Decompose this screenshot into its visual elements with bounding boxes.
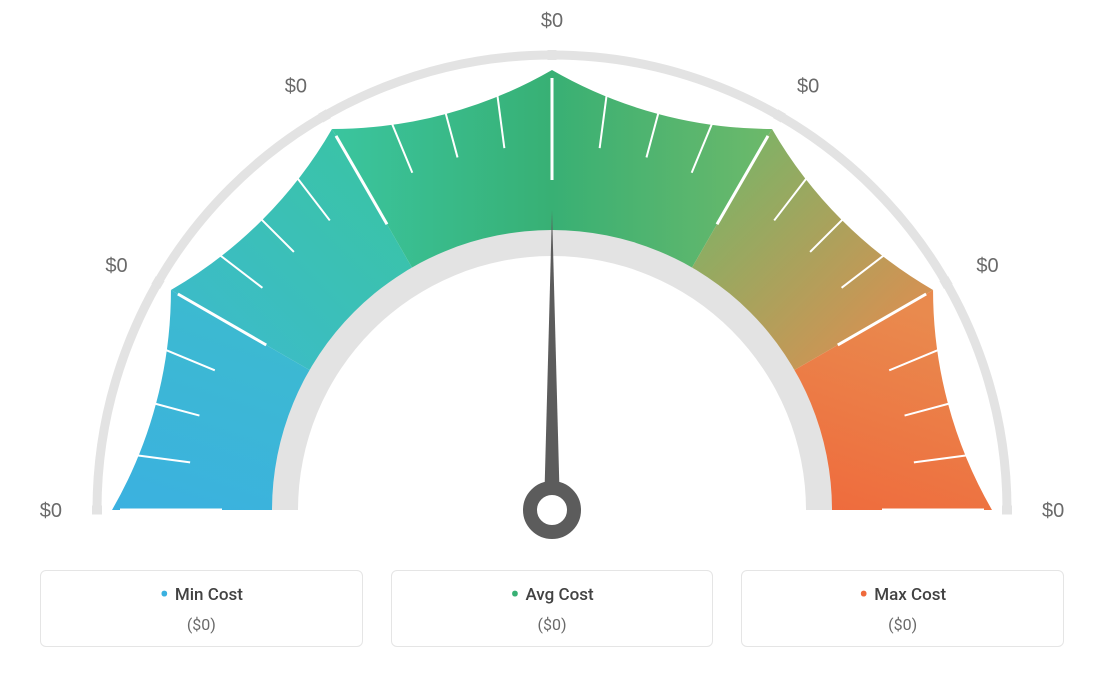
gauge-svg: $0 $0 $0 $0 $0 $0 $0	[30, 10, 1074, 570]
gauge-tick-label: $0	[285, 76, 307, 98]
gauge-group: $0 $0 $0 $0 $0 $0 $0	[40, 10, 1065, 532]
legend-row: Min Cost ($0) Avg Cost ($0) Max Cost ($0…	[30, 570, 1074, 647]
gauge-needle	[530, 210, 574, 532]
gauge-tick-label: $0	[1042, 500, 1064, 522]
legend-card-avg: Avg Cost ($0)	[391, 570, 714, 647]
legend-label-min: Min Cost	[160, 585, 243, 605]
gauge-tick-label: $0	[105, 255, 127, 277]
legend-card-max: Max Cost ($0)	[741, 570, 1064, 647]
legend-value-max: ($0)	[752, 615, 1053, 634]
gauge-tick-label: $0	[40, 500, 62, 522]
gauge-chart: $0 $0 $0 $0 $0 $0 $0	[30, 10, 1074, 570]
gauge-tick-label: $0	[797, 76, 819, 98]
gauge-tick-label: $0	[976, 255, 998, 277]
legend-label-max: Max Cost	[859, 585, 946, 605]
legend-card-min: Min Cost ($0)	[40, 570, 363, 647]
cost-gauge-container: $0 $0 $0 $0 $0 $0 $0 Min Cost ($0) Avg Cost ($…	[0, 0, 1104, 690]
legend-label-avg: Avg Cost	[510, 585, 593, 605]
gauge-tick-label: $0	[541, 10, 563, 32]
legend-value-min: ($0)	[51, 615, 352, 634]
legend-value-avg: ($0)	[402, 615, 703, 634]
